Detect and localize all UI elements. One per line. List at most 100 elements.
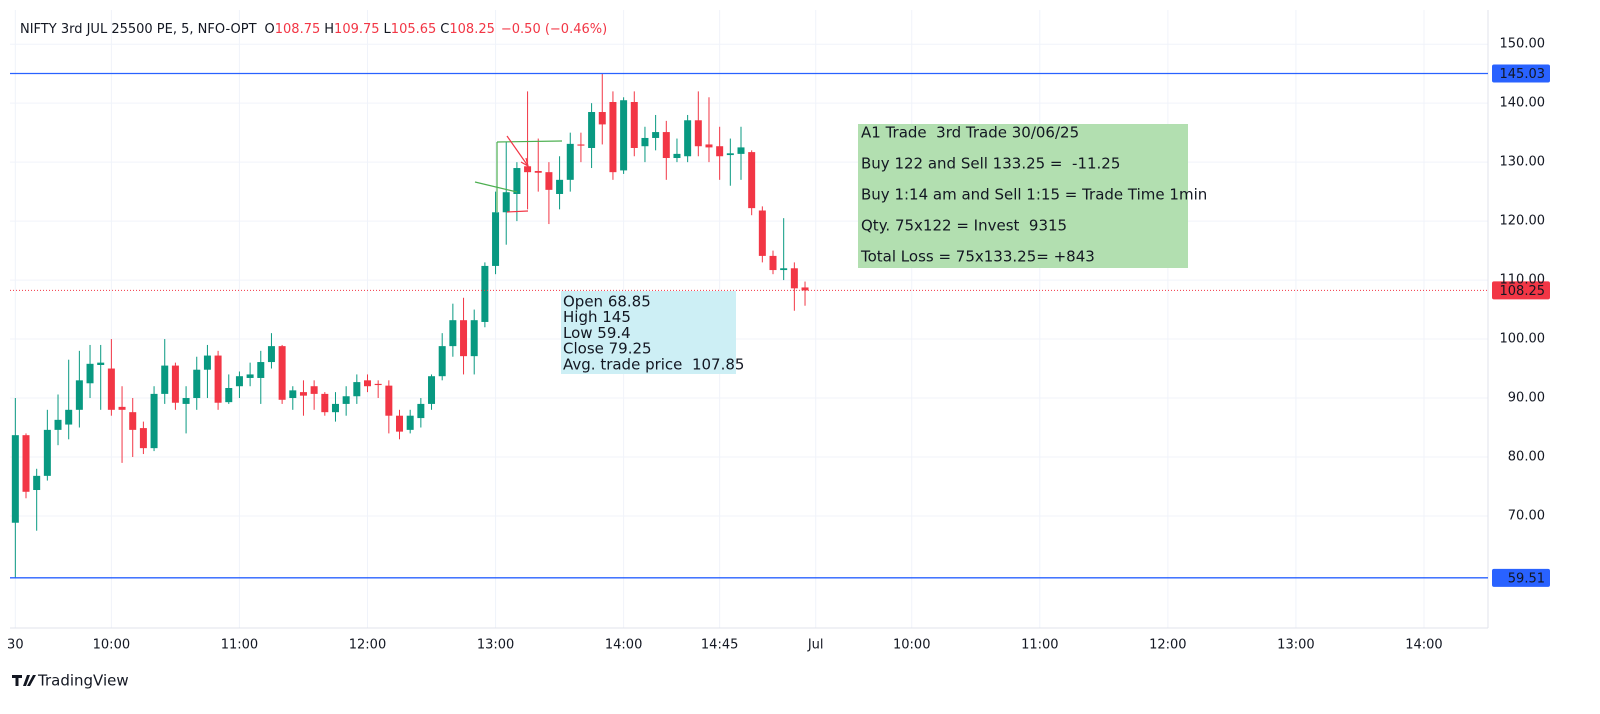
candle-body [449,320,457,347]
arrow-head [520,157,529,168]
drawing-arrow [506,135,529,167]
y-tick-label: 150.00 [1500,37,1546,52]
ohlc-value: 108.75 [275,22,321,37]
candle-body [460,320,468,357]
candle-body [139,428,147,449]
x-tick-label: 14:00 [605,638,642,653]
y-tick-label: 80.00 [1508,449,1545,464]
plot [10,72,1488,579]
logo-mark [12,675,36,686]
candle-body [385,385,393,416]
candle-body [513,168,521,194]
symbol: NIFTY 3rd JUL 25500 PE, 5, NFO-OPT [20,22,257,37]
x-tick-label: 13:00 [477,638,514,653]
candle-body [716,146,724,157]
ohlc-value: 105.65 [391,22,437,37]
candle-body [694,120,702,147]
candle-body [641,137,649,147]
candle-body [182,398,190,404]
candle-body [801,287,809,291]
annotation-box [561,291,736,374]
candle-body [556,179,564,194]
candle-body [502,192,510,213]
candle-body [310,386,318,394]
ohlc-label: H [324,22,334,37]
candle-body [363,380,371,387]
annotation-text: Buy 122 and Sell 133.25 = -11.25 [861,155,1120,173]
y-tick-label: 90.00 [1508,391,1545,406]
x-tick-label: 12:00 [1149,638,1186,653]
candle-body [620,100,628,171]
x-tick-label: 30 [7,638,24,653]
candle-body [267,346,275,363]
candle-body [203,355,211,370]
ohlc-value: 108.25 [449,22,495,37]
annotation-box [858,124,1188,268]
price-label-box [1492,568,1550,587]
price-label-box [1492,281,1550,300]
annotation-text: Close 79.25 [563,340,652,358]
ohlc-label: O [265,22,275,37]
candle-body [609,101,617,173]
x-tick-label: 11:00 [1021,638,1058,653]
y-tick-label: 110.00 [1500,273,1546,288]
candle-body [598,112,606,125]
candle-body [684,120,692,157]
x-tick-label: 10:00 [893,638,930,653]
candle-body [374,383,382,386]
candle-body [705,144,713,148]
candle-body [481,265,489,322]
x-tick-label: 14:45 [701,638,738,653]
price-label: 59.51 [1508,571,1545,586]
candle-body [107,368,115,410]
y-tick-label: 130.00 [1500,155,1546,170]
candle-body [737,147,745,154]
annotation-text: High 145 [563,308,631,326]
candle-body [43,429,51,476]
candle-body [33,475,41,491]
annotation-text: Avg. trade price 107.85 [563,355,744,373]
candle-body [161,365,169,394]
branding: TradingView [37,672,129,690]
candle-body [630,101,638,148]
candle-body [524,166,532,173]
candle-body [470,320,478,357]
x-tick-label: Jul [807,638,824,653]
annotation-text: A1 Trade 3rd Trade 30/06/25 [861,124,1079,142]
candle-body [289,390,297,399]
candle-body [417,403,425,419]
candle-body [321,393,329,413]
candle-body [353,382,361,397]
candle-body [780,268,788,271]
candle-body [534,170,542,173]
candle-body [129,412,137,430]
candle-body [545,172,553,190]
candle-body [758,210,766,256]
candle-body [257,362,265,378]
price-labels: 145.03 59.51 108.25 [1492,64,1550,587]
candle-body [566,143,574,180]
x-tick-label: 12:00 [349,638,386,653]
x-tick-label: 14:00 [1405,638,1442,653]
candle-body [214,355,222,403]
candle-body [235,376,243,387]
y-tick-label: 70.00 [1508,508,1545,523]
candle-body [118,406,126,410]
change: −0.50 (−0.46%) [501,22,607,37]
annotation-text: Total Loss = 75x133.25= +843 [860,248,1095,266]
candle-body [428,376,436,404]
y-tick-label: 100.00 [1500,332,1546,347]
candle-body [396,415,404,432]
candle-body [86,363,94,384]
x-tick-label: 13:00 [1277,638,1314,653]
ohlc-label: L [384,22,392,37]
drawing-line [496,140,563,143]
candle-body [438,346,446,377]
candle-body [790,268,798,289]
logo: TradingView [12,672,129,690]
candle-body [54,419,62,430]
drawings [474,135,563,213]
y-tick-label: 120.00 [1500,214,1546,229]
price-label: 108.25 [1500,284,1546,299]
annotations: A1 Trade 3rd Trade 30/06/25 Buy 122 and S… [561,124,1207,374]
